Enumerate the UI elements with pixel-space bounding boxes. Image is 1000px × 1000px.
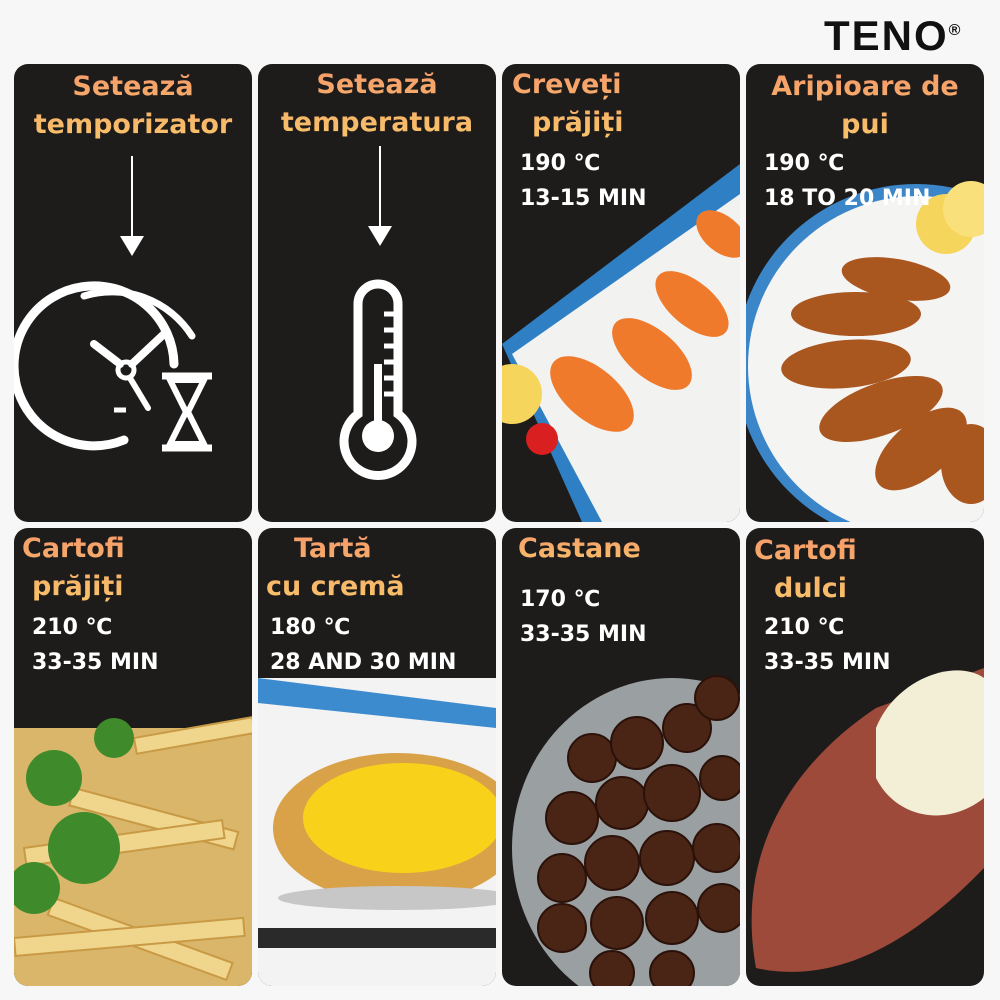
cook-time: 33-35 MIN [32, 650, 159, 675]
card-info: 210 ℃ 33-35 MIN [764, 610, 891, 680]
cook-time: 28 AND 30 MIN [270, 650, 457, 675]
clock-hourglass-icon [14, 156, 212, 452]
registered-mark: ® [948, 22, 963, 39]
card-title: Tartă cu cremă [266, 530, 496, 606]
card-info: 210 ℃ 33-35 MIN [32, 610, 159, 680]
card-sweet-potatoes: Cartofi dulci 210 ℃ 33-35 MIN [746, 528, 984, 986]
cook-time: 33-35 MIN [764, 650, 891, 675]
card-title: Setează temporizator [14, 68, 252, 144]
card-info: 190 ℃ 18 TO 20 MIN [764, 146, 930, 216]
card-egg-tart: Tartă cu cremă 180 ℃ 28 AND 30 MIN [258, 528, 496, 986]
cook-time: 13-15 MIN [520, 186, 647, 211]
chicken-wings-image [746, 181, 984, 522]
card-fried-shrimp: Creveți prăjiți 190 ℃ 13-15 MIN [502, 64, 740, 522]
shrimp-image [502, 164, 740, 522]
temperature: 170 ℃ [520, 587, 601, 612]
card-french-fries: Cartofi prăjiți 210 ℃ 33-35 MIN [14, 528, 252, 986]
egg-tart-image [258, 678, 496, 986]
cook-time: 18 TO 20 MIN [764, 186, 931, 211]
thermometer-icon [339, 146, 417, 480]
card-info: 170 ℃ 33-35 MIN [520, 582, 647, 652]
card-title: Aripioare de pui [746, 68, 984, 144]
temperature: 210 ℃ [764, 615, 845, 640]
temperature: 180 ℃ [270, 615, 351, 640]
card-chestnuts: Castane 170 ℃ 33-35 MIN [502, 528, 740, 986]
brand-name: TENO [824, 12, 949, 59]
temperature: 190 ℃ [764, 151, 845, 176]
card-set-timer: Setează temporizator [14, 64, 252, 522]
card-info: 180 ℃ 28 AND 30 MIN [270, 610, 456, 680]
french-fries-image [14, 716, 252, 986]
brand-logo: TENO® [824, 12, 962, 60]
card-title: Setează temperatura [258, 66, 496, 142]
card-title: Castane [518, 530, 740, 568]
card-set-temperature: Setează temperatura [258, 64, 496, 522]
chestnuts-image [512, 675, 740, 986]
temperature: 210 ℃ [32, 615, 113, 640]
sweet-potato-image [751, 668, 984, 972]
card-title: Cartofi prăjiți [22, 530, 252, 606]
cook-time: 33-35 MIN [520, 622, 647, 647]
card-title: Cartofi dulci [754, 532, 984, 608]
temperature: 190 ℃ [520, 151, 601, 176]
card-chicken-wings: Aripioare de pui 190 ℃ 18 TO 20 MIN [746, 64, 984, 522]
card-title: Creveți prăjiți [512, 66, 740, 142]
card-info: 190 ℃ 13-15 MIN [520, 146, 647, 216]
